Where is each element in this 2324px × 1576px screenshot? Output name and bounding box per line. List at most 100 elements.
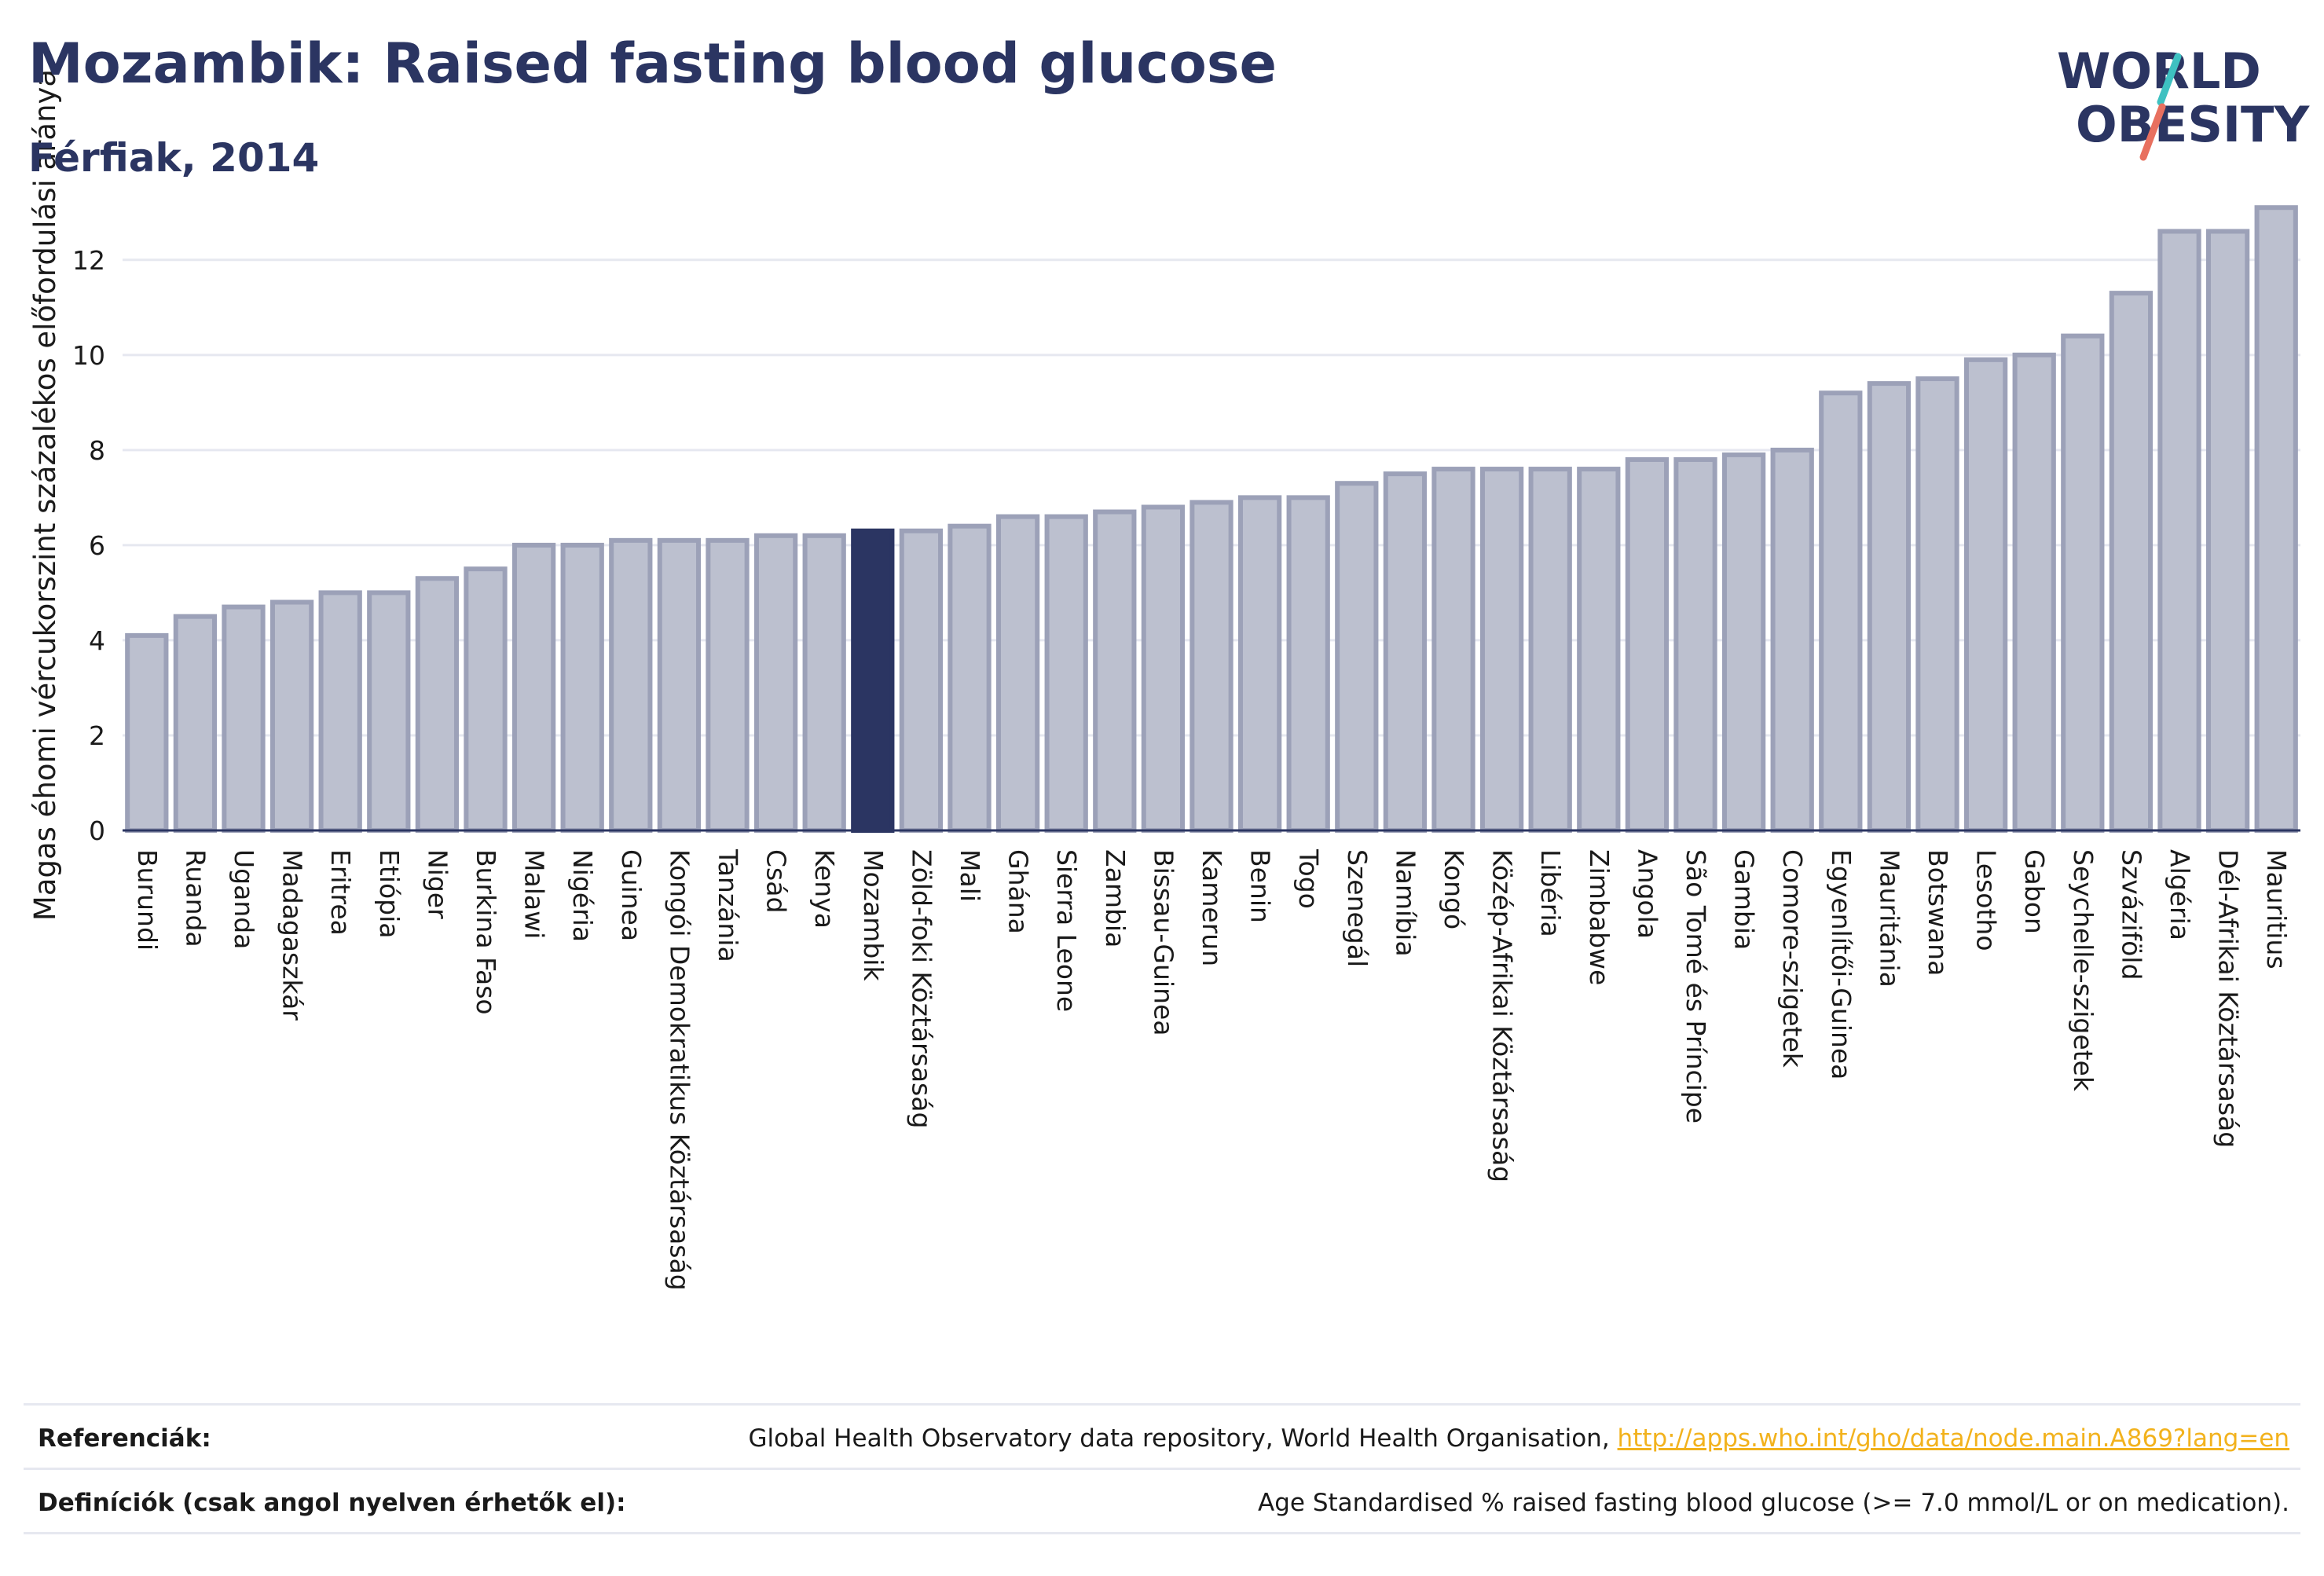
x-tick-label: Botswana — [1923, 849, 1953, 976]
bar-ruanda[interactable] — [173, 614, 218, 834]
x-tick-label: Uganda — [229, 849, 259, 949]
x-tick-label: Etiópia — [374, 849, 405, 939]
bar-mauritius[interactable] — [2254, 205, 2298, 833]
page-subtitle: Férfiak, 2014 — [28, 135, 320, 181]
bar-alg-ria[interactable] — [2157, 229, 2201, 833]
bar-niger[interactable] — [415, 576, 460, 833]
x-tick-label: Szenegál — [1342, 849, 1373, 967]
bar-gabon[interactable] — [2012, 352, 2056, 833]
references-label: Referenciák: — [38, 1424, 211, 1453]
x-axis-ticks: Burundi Ruanda Uganda Madagaszkár Eritrea Eti… — [132, 848, 2292, 1291]
y-tick-label: 2 — [89, 720, 105, 751]
x-tick-label: Kongó — [1439, 849, 1469, 929]
bar-s-o-tom-s-pr-ncipe[interactable] — [1673, 456, 1717, 833]
x-tick-label: Zambia — [1100, 849, 1131, 947]
x-tick-label: Eritrea — [325, 849, 356, 936]
bar-angola[interactable] — [1625, 456, 1670, 833]
x-tick-label: Lesotho — [1971, 849, 2002, 951]
x-tick-label: Kongói Demokratikus Köztársaság — [664, 849, 695, 1291]
bar-kong-[interactable] — [1431, 467, 1475, 833]
y-axis-label: Magas éhomi vércukorszint százalékos elő… — [28, 69, 62, 921]
x-tick-label: Togo — [1293, 848, 1324, 909]
bar-z-ld-foki-k-zt-rsas-g[interactable] — [899, 528, 944, 833]
bar-kenya[interactable] — [802, 533, 846, 833]
definitions-value: Age Standardised % raised fasting blood … — [1258, 1489, 2289, 1517]
x-tick-label: Ruanda — [180, 849, 211, 947]
logo-slash-coral — [2139, 103, 2166, 161]
x-tick-label: Malawi — [519, 849, 550, 939]
y-tick-label: 4 — [89, 625, 105, 656]
bar-k-z-p-afrikai-k-zt-rsas-g[interactable] — [1479, 467, 1524, 833]
x-tick-label: Zöld-foki Köztársaság — [906, 849, 937, 1128]
bar-zimbabwe[interactable] — [1577, 467, 1621, 833]
bar-burkina-faso[interactable] — [464, 566, 508, 833]
bar-lesotho[interactable] — [1963, 357, 2008, 834]
x-tick-label: Gabon — [2019, 849, 2050, 934]
y-tick-label: 10 — [72, 340, 105, 371]
bar-gh-na[interactable] — [995, 514, 1040, 833]
x-tick-label: Guinea — [616, 849, 647, 941]
bar-mali[interactable] — [948, 523, 992, 833]
bar-kamerun[interactable] — [1189, 500, 1233, 834]
x-tick-label: Madagaszkár — [277, 849, 308, 1021]
bar-zambia[interactable] — [1093, 509, 1137, 833]
bar-d-l-afrikai-k-zt-rsas-g[interactable] — [2205, 229, 2250, 833]
bar-guinea[interactable] — [609, 537, 653, 833]
x-tick-label: Burundi — [132, 849, 163, 951]
page-title: Mozambik: Raised fasting blood glucose — [28, 31, 1277, 96]
x-tick-label: Angola — [1632, 849, 1662, 939]
bar-szv-zif-ld[interactable] — [2109, 291, 2154, 833]
x-tick-label: Kamerun — [1197, 849, 1227, 966]
bar-benin[interactable] — [1237, 495, 1282, 833]
x-tick-label: Gambia — [1729, 849, 1760, 950]
bar-mozambik[interactable] — [851, 528, 895, 833]
bar-eti-pia[interactable] — [367, 590, 411, 833]
bar-nam-bia[interactable] — [1383, 471, 1428, 833]
y-axis-ticks: 0 2 4 6 8 10 12 — [72, 245, 105, 846]
bar-nig-ria[interactable] — [560, 542, 604, 834]
bar-bissau-guinea[interactable] — [1141, 504, 1186, 833]
world-obesity-logo: WORLD OBESITY — [2057, 42, 2310, 161]
bar-szeneg-l[interactable] — [1335, 481, 1379, 834]
x-tick-label: Sierra Leone — [1051, 849, 1082, 1012]
bar-botswana[interactable] — [1915, 376, 1959, 833]
bar-seychelle-szigetek[interactable] — [2061, 333, 2105, 833]
x-tick-label: Ghána — [1003, 849, 1034, 934]
x-tick-label: Burkina Faso — [471, 849, 501, 1015]
x-tick-label: Algéria — [2165, 849, 2195, 940]
bar-gambia[interactable] — [1721, 452, 1766, 833]
logo-line1: WORLD — [2057, 42, 2261, 100]
x-tick-label: São Tomé és Príncipe — [1681, 849, 1711, 1123]
bar-tanz-nia[interactable] — [706, 537, 750, 833]
x-tick-label: Dél-Afrikai Köztársaság — [2213, 849, 2244, 1148]
y-tick-label: 8 — [89, 435, 105, 466]
bar-egyenl-t-i-guinea[interactable] — [1819, 390, 1863, 834]
references-text: Global Health Observatory data repositor… — [748, 1424, 1618, 1453]
bar-kong-i-demokratikus-k-zt-rsas-g[interactable] — [657, 537, 702, 833]
logo-slash-teal — [2157, 53, 2182, 106]
references-link[interactable]: http://apps.who.int/gho/data/node.main.A… — [1617, 1424, 2289, 1453]
bar-eritrea[interactable] — [318, 590, 362, 833]
x-tick-label: Niger — [422, 849, 453, 919]
bar-togo[interactable] — [1286, 495, 1330, 833]
x-tick-label: Mali — [955, 849, 985, 902]
x-tick-label: Csád — [761, 849, 792, 913]
x-tick-label: Namíbia — [1390, 849, 1420, 957]
references-value: Global Health Observatory data repositor… — [748, 1424, 2289, 1453]
bar-sierra-leone[interactable] — [1044, 514, 1088, 833]
bar-malawi[interactable] — [511, 542, 556, 834]
x-tick-label: Bissau-Guinea — [1148, 849, 1178, 1036]
bar-uganda[interactable] — [222, 604, 266, 834]
bar-lib-ria[interactable] — [1528, 467, 1572, 833]
bar-burundi[interactable] — [125, 632, 169, 834]
references-row: Referenciák: Global Health Observatory d… — [24, 1403, 2300, 1470]
x-tick-label: Comore-szigetek — [1777, 849, 1808, 1068]
bar-maurit-nia[interactable] — [1867, 381, 1912, 833]
definitions-row: Definíciók (csak angol nyelven érhetők e… — [24, 1468, 2300, 1534]
bar-cs-d[interactable] — [753, 533, 798, 833]
x-tick-label: Zimbabwe — [1584, 849, 1615, 985]
bar-madagaszk-r[interactable] — [269, 599, 314, 833]
x-tick-label: Mauritánia — [1874, 849, 1904, 988]
x-tick-label: Nigéria — [567, 849, 598, 942]
bar-comore-szigetek[interactable] — [1770, 447, 1814, 834]
